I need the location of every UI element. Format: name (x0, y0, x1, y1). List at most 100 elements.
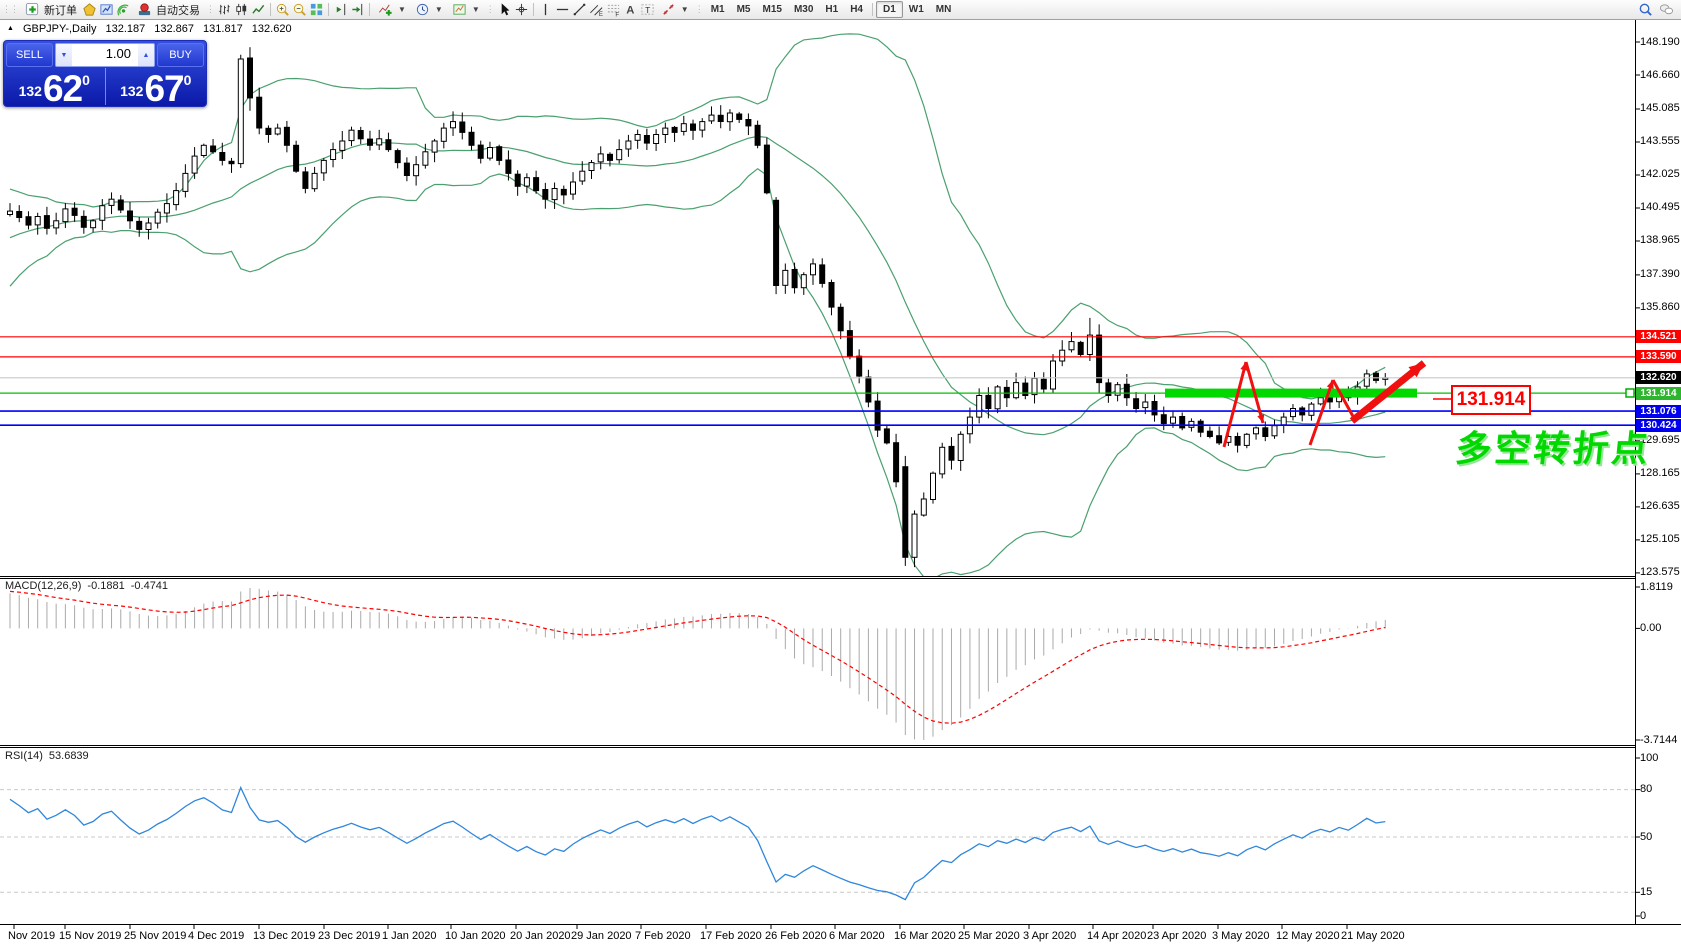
date-axis-label: 4 Dec 2019 (188, 930, 245, 942)
text-label-icon[interactable]: T (639, 1, 656, 18)
date-axis-label: 16 Mar 2020 (894, 930, 956, 942)
volume-value[interactable]: 1.00 (105, 46, 131, 61)
macd-axis-label: 0.00 (1640, 621, 1662, 634)
text-icon[interactable]: A (622, 1, 639, 18)
svg-text:T: T (645, 5, 650, 15)
timeframe-d1[interactable]: D1 (876, 1, 903, 18)
toolbar: ⋮⋮ 新订单 自动交易 ⋮ ▼ ▼ (0, 0, 1681, 20)
rsi-axis-label: 15 (1640, 885, 1653, 898)
price-callout[interactable]: 131.914 (1451, 385, 1531, 415)
zoom-out-icon[interactable] (291, 1, 308, 18)
buy-price[interactable]: 132 67 0 (106, 68, 207, 107)
price-tag: 130.424 (1636, 418, 1681, 432)
timeframe-m30[interactable]: M30 (793, 4, 814, 15)
symbol-title: GBPJPY-,Daily (22, 23, 97, 35)
arrows-button[interactable]: ▼ (656, 1, 693, 18)
price-axis-label: 145.085 (1640, 102, 1680, 115)
chart-window-icon[interactable] (98, 1, 115, 18)
price-tag: 133.590 (1636, 350, 1681, 364)
cursor-icon[interactable] (496, 1, 513, 18)
toolbar-separator (532, 3, 534, 16)
sell-price[interactable]: 132 62 0 (4, 68, 106, 109)
candles-layer (7, 47, 1389, 568)
search-icon[interactable] (1637, 1, 1654, 18)
timeframe-h1[interactable]: H1 (825, 4, 839, 15)
cn-annotation[interactable]: 多空转折点 (1453, 429, 1653, 470)
templates-button[interactable]: ▼ (447, 1, 484, 18)
timeframe-h4[interactable]: H4 (850, 4, 863, 15)
timeframe-m5[interactable]: M5 (736, 4, 751, 15)
indicators-button[interactable]: ▼ (373, 1, 410, 18)
date-axis-label: 3 May 2020 (1212, 930, 1270, 942)
date-axis-label: 10 Jan 2020 (445, 930, 506, 942)
timeframe-w1[interactable]: W1 (908, 4, 924, 15)
date-axis-label: 25 Mar 2020 (958, 930, 1020, 942)
group-handle: ⋮ (694, 4, 704, 14)
date-axis-label: 15 Nov 2019 (59, 930, 122, 942)
price-tag: 134.521 (1636, 330, 1681, 344)
chart-shift-icon[interactable] (332, 1, 349, 18)
periods-button[interactable]: ▼ (410, 1, 447, 18)
price-axis-label: 137.390 (1640, 268, 1680, 281)
new-order-label: 新订单 (44, 4, 77, 17)
toolbar-separator (270, 3, 271, 16)
sell-button[interactable]: SELL (6, 43, 53, 67)
zoom-in-icon[interactable] (274, 1, 291, 18)
signal-icon[interactable] (115, 1, 132, 18)
support-highlight-bar[interactable] (1165, 388, 1417, 398)
tile-windows-icon[interactable] (308, 1, 325, 18)
trendline-handle[interactable] (1625, 388, 1635, 398)
date-axis-label: 23 Dec 2019 (318, 930, 381, 942)
price-tag: 131.914 (1636, 386, 1681, 400)
toolbar-drag-handle[interactable]: ⋮⋮ (2, 4, 19, 14)
sell-price-pips: 62 (42, 68, 83, 109)
line-chart-icon[interactable] (250, 1, 267, 18)
group-handle: ⋮ (206, 4, 215, 14)
ohlc-high: 132.867 (154, 23, 195, 35)
price-axis-label: 148.190 (1640, 35, 1680, 48)
candle-chart-icon[interactable] (233, 1, 250, 18)
annotation-arrows[interactable] (1222, 360, 1427, 448)
timeframe-m15[interactable]: M15 (762, 4, 782, 15)
timeframe-mn[interactable]: MN (935, 4, 952, 15)
timeframe-m1[interactable]: M1 (710, 4, 725, 15)
auto-scroll-icon[interactable] (349, 1, 366, 18)
macd-signal-value: -0.4741 (130, 580, 169, 592)
collapse-icon[interactable]: ▲ (7, 25, 14, 32)
price-axis-label: 129.695 (1640, 434, 1680, 447)
rsi-axis-label: 80 (1640, 783, 1653, 796)
auto-trading-button[interactable]: 自动交易 (132, 1, 204, 18)
bollinger-band[interactable] (9, 135, 1386, 436)
bollinger-band[interactable] (9, 33, 1386, 400)
rsi-value: 53.6839 (48, 750, 89, 762)
macd-main-value: -0.1881 (87, 580, 125, 592)
bar-chart-icon[interactable] (216, 1, 233, 18)
svg-text:F: F (615, 12, 619, 17)
date-axis-label: 23 Apr 2020 (1147, 930, 1207, 942)
vertical-line-icon[interactable] (537, 1, 554, 18)
chart-header: ▲ GBPJPY-,Daily 132.187 132.867 131.817 … (7, 23, 292, 35)
chat-icon[interactable] (1658, 1, 1675, 18)
horizontal-line-icon[interactable] (554, 1, 571, 18)
date-axis-label: 26 Feb 2020 (765, 930, 827, 942)
channel-icon[interactable]: E (588, 1, 605, 18)
volume-decrease-button[interactable]: ▼ (56, 44, 72, 66)
arrows-icon (660, 1, 677, 18)
price-axis-label: 138.965 (1640, 234, 1680, 247)
trendline-icon[interactable] (571, 1, 588, 18)
bollinger-band[interactable] (9, 167, 1386, 579)
price-axis-label: 146.660 (1640, 68, 1680, 81)
fibonacci-icon[interactable]: F (605, 1, 622, 18)
ohlc-open: 132.187 (105, 23, 146, 35)
buy-button[interactable]: BUY (157, 43, 204, 67)
date-axis-label: 25 Nov 2019 (124, 930, 187, 942)
volume-increase-button[interactable]: ▲ (138, 44, 154, 66)
dropdown-caret-icon: ▼ (398, 5, 406, 14)
buy-price-point: 0 (183, 72, 192, 88)
sell-price-int: 132 (18, 83, 42, 99)
metaeditor-icon[interactable] (81, 1, 98, 18)
crosshair-icon[interactable] (513, 1, 530, 18)
new-order-button[interactable]: 新订单 (20, 1, 81, 18)
